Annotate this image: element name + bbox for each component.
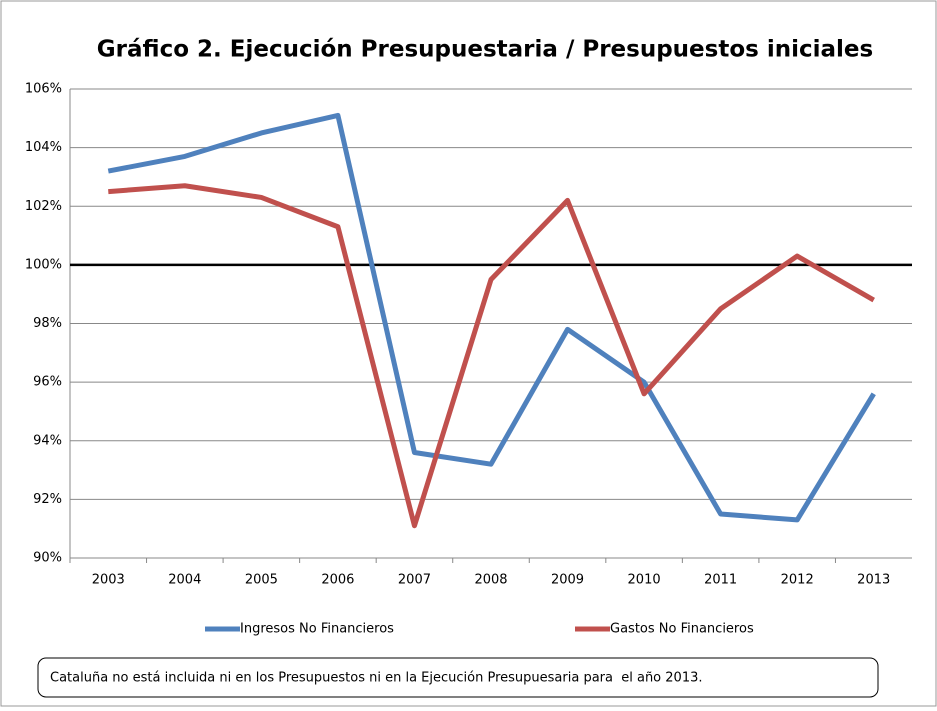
y-tick-label: 106% (25, 82, 62, 97)
x-tick-label: 2005 (245, 573, 278, 588)
y-tick-label: 104% (25, 140, 62, 155)
y-tick-label: 100% (25, 257, 62, 272)
x-tick-label: 2009 (551, 573, 584, 588)
y-tick-label: 102% (25, 199, 62, 214)
y-tick-label: 90% (33, 551, 62, 566)
y-tick-label: 92% (33, 492, 62, 507)
x-tick-label: 2004 (168, 573, 201, 588)
note-box (37, 657, 879, 698)
y-tick-label: 96% (33, 375, 62, 390)
x-tick-label: 2010 (628, 573, 661, 588)
x-tick-label: 2011 (704, 573, 737, 588)
legend-label: Ingresos No Financieros (240, 622, 394, 637)
chart-title: Gráfico 2. Ejecución Presupuestaria / Pr… (97, 37, 873, 63)
y-tick-label: 94% (33, 433, 62, 448)
x-tick-label: 2012 (781, 573, 814, 588)
x-tick-label: 2003 (92, 573, 125, 588)
series-line (107, 112, 876, 523)
legend-label: Gastos No Financieros (610, 622, 754, 637)
x-tick-label: 2006 (321, 573, 354, 588)
series-line (108, 183, 875, 529)
x-tick-label: 2008 (474, 573, 507, 588)
x-tick-label: 2007 (398, 573, 431, 588)
x-tick-label: 2013 (857, 573, 890, 588)
note: Cataluña no está incluida ni en los Pres… (50, 671, 703, 686)
y-tick-label: 98% (33, 316, 62, 331)
